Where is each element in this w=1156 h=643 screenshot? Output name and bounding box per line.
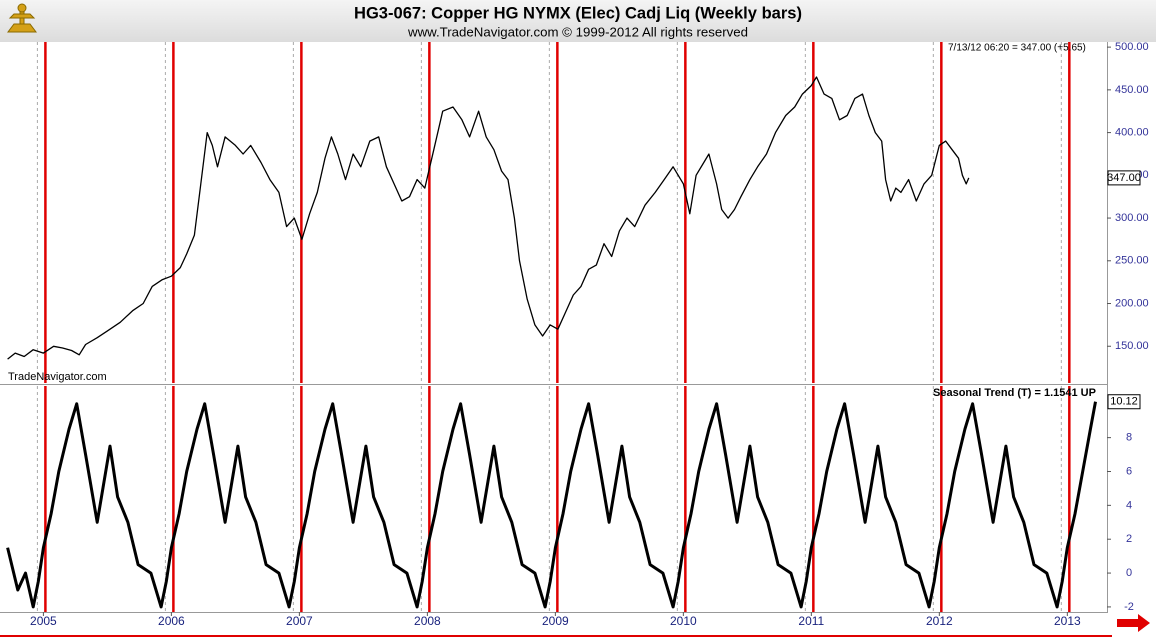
y-tick-label: 400.00 (1115, 126, 1149, 138)
y-tick-label: 2 (1126, 533, 1132, 545)
x-tick-label: 2006 (158, 614, 185, 628)
price-line (7, 76, 970, 360)
y-tick-label: 500.00 (1115, 41, 1149, 53)
seasonal-annotation: Seasonal Trend (T) = 1.1541 UP (933, 387, 1096, 399)
x-tick-label: 2009 (542, 614, 569, 628)
logo (7, 3, 37, 33)
x-tick-label: 2008 (414, 614, 441, 628)
x-tick-label: 2013 (1054, 614, 1081, 628)
y-tick-label: 4 (1126, 499, 1132, 511)
y-tick-label: 150.00 (1115, 340, 1149, 352)
chart-title: HG3-067: Copper HG NYMX (Elec) Cadj Liq … (354, 3, 802, 22)
last-value-box (1107, 170, 1141, 186)
last-value-label: 10.12 (1110, 396, 1138, 408)
last-value-label: 347.00 (1107, 172, 1141, 184)
y-tick-label: 200.00 (1115, 297, 1149, 309)
y-tick-label: 0 (1126, 567, 1132, 579)
x-tick-label: 2011 (798, 614, 824, 628)
header-band (0, 0, 1156, 42)
y-tick-label: 250.00 (1115, 255, 1149, 267)
y-tick-label: 450.00 (1115, 84, 1149, 96)
y-tick-label: 300.00 (1115, 212, 1149, 224)
last-value-box (1107, 394, 1141, 410)
x-tick-label: 2005 (30, 614, 57, 628)
y-tick-label: 8 (1126, 432, 1132, 444)
y-tick-label: 6 (1126, 465, 1132, 477)
x-tick-label: 2010 (670, 614, 697, 628)
chart-subtitle: www.TradeNavigator.com © 1999-2012 All r… (407, 24, 748, 39)
x-tick-label: 2007 (286, 614, 313, 628)
watermark: TradeNavigator.com (8, 371, 107, 383)
y-tick-label: -2 (1124, 601, 1134, 613)
scroll-arrow[interactable] (1117, 614, 1150, 632)
seasonal-line (6, 401, 1097, 609)
price-annotation: 7/13/12 06:20 = 347.00 (+5.65) (948, 43, 1086, 54)
x-tick-label: 2012 (926, 614, 953, 628)
